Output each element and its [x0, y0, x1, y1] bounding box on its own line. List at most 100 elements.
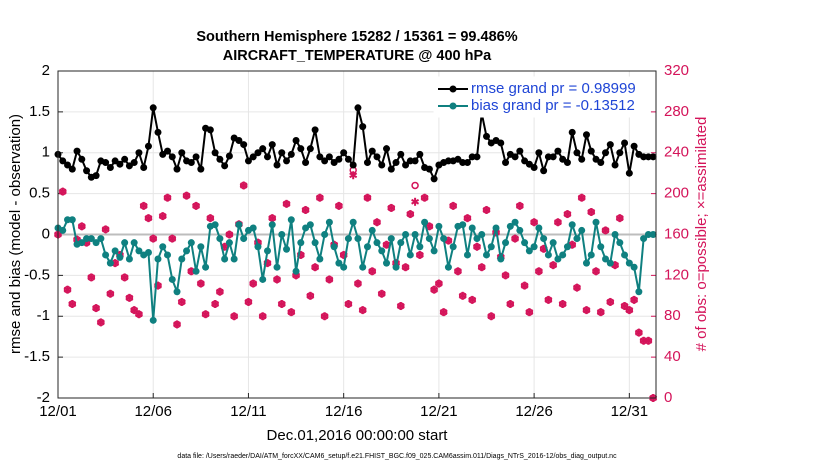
asterisk-stroke: [192, 203, 201, 209]
point: [235, 221, 243, 229]
obs-assimilated: [501, 271, 510, 280]
obs-assimilated: [482, 205, 491, 214]
point: [292, 136, 300, 144]
point: [630, 263, 638, 271]
point: [149, 104, 157, 112]
asterisk-stroke: [534, 268, 543, 275]
point: [497, 139, 505, 147]
obs-assimilated: [353, 279, 362, 288]
point: [568, 221, 576, 229]
asterisk-stroke: [206, 215, 215, 222]
obs-assimilated: [168, 234, 177, 243]
point: [259, 275, 267, 283]
point: [154, 128, 162, 136]
point: [144, 142, 152, 150]
asterisk-stroke: [144, 215, 153, 222]
point: [92, 239, 100, 247]
point: [406, 251, 414, 259]
asterisk-stroke: [468, 297, 477, 303]
obs-assimilated: [144, 214, 153, 223]
asterisk-stroke: [387, 205, 396, 211]
asterisk-stroke: [139, 203, 148, 209]
point: [392, 263, 400, 271]
asterisk-stroke: [415, 252, 424, 258]
obs-assimilated: [577, 193, 586, 202]
obs-assimilated: [620, 302, 629, 311]
obs-assimilated: [582, 306, 591, 315]
point: [183, 247, 191, 255]
point: [240, 235, 248, 243]
obs-assimilated: [396, 302, 405, 311]
obs-assimilated: [373, 218, 381, 227]
asterisk-stroke: [563, 211, 572, 217]
point: [140, 163, 148, 171]
obs-possible: [411, 181, 419, 190]
obs-assimilated: [563, 210, 572, 219]
asterisk-stroke: [458, 292, 467, 299]
asterisk-stroke: [287, 309, 296, 316]
obs-assimilated: [344, 299, 353, 308]
y2-tick-label: 280: [664, 103, 689, 120]
point: [340, 263, 348, 271]
point: [497, 255, 505, 263]
asterisk-stroke: [587, 209, 596, 215]
point: [421, 218, 429, 226]
obs-assimilated: [125, 293, 134, 302]
asterisk-stroke: [501, 272, 510, 279]
point: [463, 159, 471, 167]
point: [240, 141, 248, 149]
asterisk-stroke: [611, 262, 620, 269]
obs-assimilated: [306, 291, 315, 300]
point: [463, 251, 471, 259]
point: [516, 226, 524, 234]
obs-assimilated: [630, 295, 639, 304]
asterisk-stroke: [249, 280, 258, 287]
point: [392, 159, 400, 167]
point: [230, 255, 238, 263]
obs-assimilated: [477, 263, 486, 272]
point: [187, 159, 195, 167]
point: [68, 216, 76, 224]
y-tick-label: -1.5: [24, 348, 50, 365]
obs-assimilated: [249, 279, 258, 288]
obs-assimilated: [334, 201, 343, 210]
x-tick-label: 12/11: [230, 403, 266, 420]
point: [211, 221, 219, 229]
obs-assimilated: [449, 201, 458, 210]
point: [563, 243, 571, 251]
point: [582, 259, 590, 267]
asterisk-stroke: [439, 309, 448, 316]
point: [206, 126, 214, 134]
point: [306, 145, 314, 153]
obs-assimilated: [349, 171, 358, 180]
asterisk-stroke: [215, 288, 224, 295]
point: [587, 147, 595, 155]
obs-assimilated: [92, 304, 101, 313]
legend-label: bias grand pr = -0.13512: [471, 97, 635, 114]
asterisk-stroke: [482, 207, 491, 213]
point: [330, 243, 338, 251]
asterisk-stroke: [244, 299, 253, 305]
point: [473, 153, 481, 161]
point: [321, 157, 329, 165]
point: [192, 153, 200, 161]
obs-assimilated: [463, 214, 472, 223]
asterisk-stroke: [334, 203, 343, 209]
asterisk-stroke: [572, 284, 581, 291]
x-tick-label: 12/26: [515, 403, 553, 420]
obs-assimilated: [63, 285, 72, 294]
asterisk-stroke: [601, 227, 610, 234]
point: [316, 153, 324, 161]
obs-assimilated: [592, 267, 601, 276]
obs-assimilated: [615, 214, 624, 223]
obs-assimilated: [320, 312, 329, 321]
point: [340, 149, 348, 157]
obs-assimilated: [134, 310, 143, 319]
asterisk-stroke: [634, 329, 643, 336]
obs-assimilated: [173, 320, 182, 329]
asterisk-stroke: [434, 280, 443, 287]
point: [263, 247, 271, 255]
asterisk-stroke: [268, 215, 277, 222]
point: [573, 149, 581, 157]
obs-assimilated: [525, 308, 534, 317]
